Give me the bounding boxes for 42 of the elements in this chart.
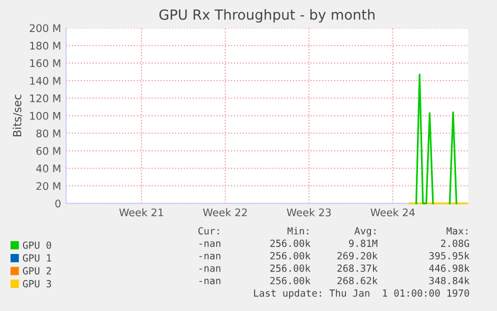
- x-tick-label: Week 21: [119, 208, 164, 216]
- y-tick-label: 0: [55, 200, 61, 208]
- text: Cur:: [198, 227, 219, 235]
- text: 9.81M: [349, 240, 378, 247]
- text: 268.62k: [337, 276, 378, 284]
- text: 256.00k: [270, 276, 310, 284]
- x-tick-label: Week 24: [370, 208, 415, 216]
- text: 446.98k: [429, 264, 470, 272]
- y-tick-label: 60 M: [36, 147, 60, 155]
- legend-label: GPU 0: [22, 241, 52, 249]
- y-tick-label: 120 M: [30, 94, 60, 102]
- legend-label: GPU 1: [22, 254, 52, 262]
- x-tick-label: Week 22: [203, 208, 247, 216]
- legend-label: GPU 3: [22, 280, 52, 288]
- text: 256.00k: [270, 264, 310, 272]
- legend-label: GPU 2: [22, 267, 51, 275]
- text: 269.20k: [337, 252, 378, 260]
- text: Min:: [288, 227, 308, 234]
- y-tick-label: 80 M: [36, 129, 60, 138]
- text: 256.00k: [270, 239, 310, 247]
- y-tick-label: 160 M: [30, 59, 60, 68]
- y-tick-label: 100 M: [30, 112, 60, 120]
- text: -nan: [199, 266, 220, 272]
- text: -nan: [199, 254, 220, 260]
- text: 268.37k: [337, 264, 378, 272]
- text: Avg:: [354, 227, 376, 236]
- text: -nan: [199, 241, 220, 247]
- text: -nan: [199, 278, 220, 284]
- text: 256.00k: [270, 252, 310, 260]
- text: Max:: [446, 227, 468, 235]
- y-tick-label: 20 M: [36, 182, 60, 190]
- y-tick-label: 140 M: [30, 76, 60, 85]
- y-tick-label: 40 M: [36, 164, 60, 172]
- x-tick-label: Week 23: [286, 208, 331, 216]
- text: 2.08G: [441, 240, 470, 247]
- y-axis-title: Bits/sec: [12, 94, 22, 136]
- chart-title: GPU Rx Throughput - by month: [159, 9, 374, 23]
- text: 395.95k: [429, 252, 470, 260]
- text: Last update: Thu Jan 1 01:00:00 1970: [254, 289, 470, 299]
- text: 348.84k: [429, 276, 470, 284]
- y-tick-label: 200 M: [30, 24, 60, 32]
- y-tick-label: 180 M: [30, 42, 60, 50]
